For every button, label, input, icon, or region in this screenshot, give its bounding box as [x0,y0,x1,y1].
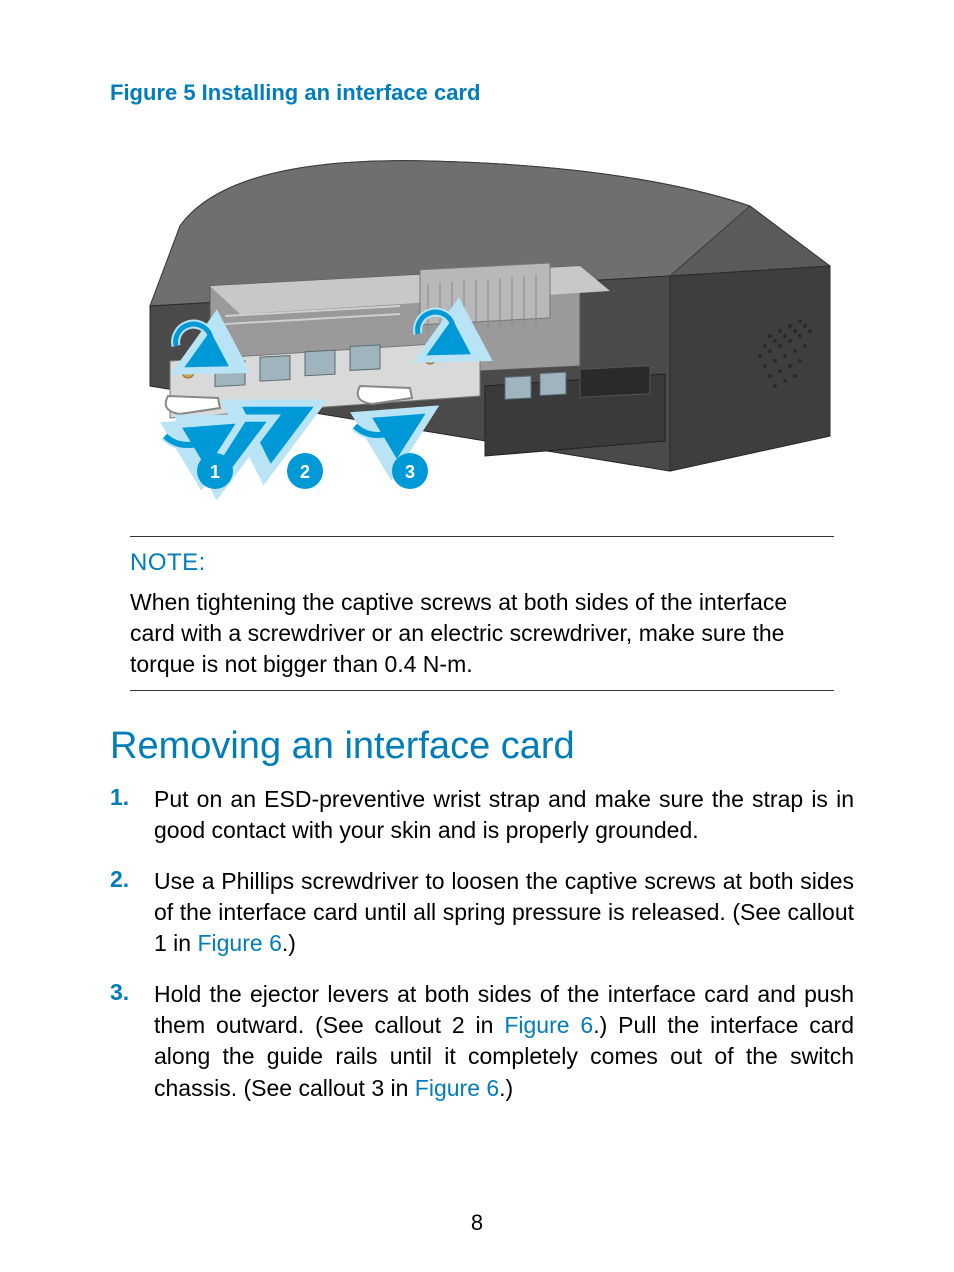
step-item: 3. Hold the ejector levers at both sides… [110,979,854,1103]
step-item: 2. Use a Phillips screwdriver to loosen … [110,866,854,959]
svg-text:1: 1 [210,462,220,482]
arrow-swing-left [165,436,215,445]
figure-illustration: 1 2 3 [110,136,870,506]
section-heading: Removing an interface card [110,725,854,768]
page-number: 8 [0,1210,954,1236]
callout-3: 3 [392,453,428,489]
note-box: NOTE: When tightening the captive screws… [130,536,834,691]
figure-caption: Figure 5 Installing an interface card [110,80,854,106]
callout-2: 2 [287,453,323,489]
figure-reference-link[interactable]: Figure 6 [504,1012,593,1038]
step-number: 2. [110,866,154,959]
document-page: Figure 5 Installing an interface card [0,0,954,1272]
note-text: When tightening the captive screws at bo… [130,587,834,680]
step-text: Hold the ejector levers at both sides of… [154,979,854,1103]
svg-text:3: 3 [405,462,415,482]
steps-list: 1. Put on an ESD-preventive wrist strap … [110,784,854,1103]
step-item: 1. Put on an ESD-preventive wrist strap … [110,784,854,846]
step-text: Use a Phillips screwdriver to loosen the… [154,866,854,959]
step-number: 1. [110,784,154,846]
figure-reference-link[interactable]: Figure 6 [197,930,281,956]
step-number: 3. [110,979,154,1103]
note-label: NOTE: [130,549,834,577]
arrow-swing-right [355,426,405,435]
callout-1: 1 [197,453,233,489]
step-text: Put on an ESD-preventive wrist strap and… [154,784,854,846]
figure-reference-link[interactable]: Figure 6 [415,1075,499,1101]
svg-text:2: 2 [300,462,310,482]
arrow-push-left [255,421,285,436]
